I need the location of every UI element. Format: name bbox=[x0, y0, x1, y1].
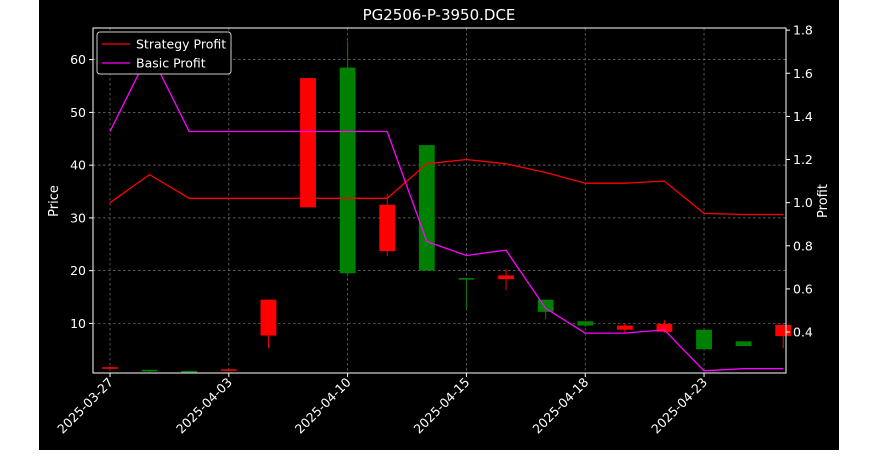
y-axis-right: 0.4 0.6 0.8 1.0 1.2 1.4 1.6 1.8 bbox=[786, 23, 813, 340]
y-tick-label-left: 20 bbox=[70, 263, 86, 278]
candle-body bbox=[339, 67, 356, 274]
x-axis: 2025-03-27 2025-04-03 2025-04-10 2025-04-15… bbox=[54, 373, 710, 436]
y-tick-label-right: 0.8 bbox=[793, 238, 813, 253]
candle bbox=[260, 299, 277, 349]
candle bbox=[181, 370, 198, 373]
candle bbox=[616, 323, 633, 333]
candle bbox=[141, 369, 158, 372]
basic-profit-line bbox=[109, 50, 784, 372]
y-tick-label-right: 1.0 bbox=[793, 195, 813, 210]
profit-lines bbox=[109, 50, 784, 372]
candle bbox=[696, 329, 712, 350]
candle bbox=[102, 366, 118, 370]
plot-frame bbox=[92, 27, 787, 374]
y-tick-label-right: 0.6 bbox=[793, 281, 813, 296]
candle bbox=[656, 320, 673, 333]
legend: Strategy Profit Basic Profit bbox=[96, 31, 232, 75]
y-tick-label-right: 0.4 bbox=[793, 325, 813, 340]
candle bbox=[220, 369, 237, 371]
y-tick-label-right: 1.6 bbox=[793, 66, 813, 81]
candle bbox=[300, 78, 316, 208]
candle-body bbox=[498, 275, 514, 280]
x-tick-label: 2025-04-23 bbox=[648, 375, 710, 437]
grid bbox=[93, 28, 786, 373]
candle-body bbox=[537, 299, 554, 312]
legend-label-strategy: Strategy Profit bbox=[136, 37, 226, 52]
legend-label-basic: Basic Profit bbox=[136, 56, 206, 71]
candle-body bbox=[775, 324, 792, 337]
candle bbox=[379, 194, 396, 256]
x-tick-label: 2025-04-03 bbox=[173, 375, 235, 437]
y-tick-label-right: 1.4 bbox=[793, 109, 813, 124]
candle-body bbox=[656, 323, 673, 332]
candle-body bbox=[220, 369, 237, 371]
candle-body bbox=[260, 299, 277, 336]
candlestick-chart: PG2506-P-3950.DCE Price Profit 10 20 30 40 5… bbox=[47, 6, 831, 436]
candle bbox=[735, 341, 752, 347]
candle bbox=[458, 278, 475, 309]
legend-box bbox=[96, 31, 232, 75]
candle-body bbox=[577, 321, 594, 326]
y-axis-label-left: Price bbox=[47, 185, 62, 217]
y-tick-label-left: 10 bbox=[70, 316, 86, 331]
y-tick-label-right: 1.2 bbox=[793, 152, 813, 167]
candle-body bbox=[696, 329, 712, 350]
candle-body bbox=[379, 204, 396, 252]
candle bbox=[775, 323, 792, 349]
y-axis-label-right: Profit bbox=[816, 184, 831, 218]
strategy-profit-line bbox=[109, 158, 784, 216]
y-axis-left: 10 20 30 40 50 60 bbox=[70, 52, 93, 331]
candle bbox=[498, 269, 514, 291]
candle-body bbox=[300, 78, 316, 208]
candle-body bbox=[181, 370, 198, 373]
x-tick-label: 2025-04-10 bbox=[292, 374, 354, 436]
chart-title: PG2506-P-3950.DCE bbox=[363, 6, 516, 24]
x-tick-label: 2025-04-18 bbox=[529, 374, 591, 436]
y-tick-label-right: 1.8 bbox=[793, 23, 813, 38]
y-tick-label-left: 40 bbox=[70, 158, 86, 173]
candle bbox=[537, 299, 554, 320]
x-tick-label: 2025-04-15 bbox=[411, 375, 473, 437]
candle bbox=[577, 321, 594, 328]
candle-body bbox=[141, 369, 158, 372]
y-tick-label-left: 60 bbox=[70, 52, 86, 67]
candles bbox=[102, 41, 792, 373]
candle-body bbox=[458, 278, 475, 280]
chart-figure: PG2506-P-3950.DCE Price Profit 10 20 30 40 5… bbox=[39, 0, 839, 450]
y-tick-label-left: 30 bbox=[70, 210, 86, 225]
candle-body bbox=[418, 145, 435, 271]
x-tick-label: 2025-03-27 bbox=[54, 375, 116, 437]
y-tick-label-left: 50 bbox=[70, 105, 86, 120]
candle bbox=[418, 145, 435, 271]
candle-body bbox=[735, 341, 752, 347]
candle-body bbox=[102, 367, 118, 369]
candle bbox=[339, 41, 356, 276]
candle-body bbox=[616, 325, 633, 330]
